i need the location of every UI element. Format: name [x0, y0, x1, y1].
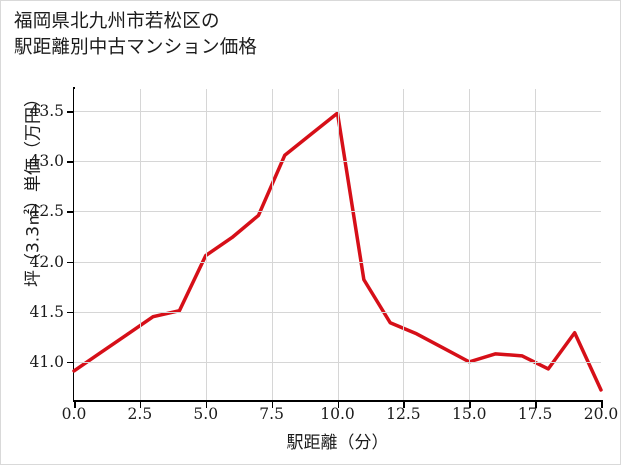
- y-tick-label: 41.5: [29, 302, 64, 321]
- x-tick-label: 5.0: [193, 405, 219, 423]
- y-tick-label: 43.5: [29, 102, 64, 121]
- y-tick-mark: [67, 361, 74, 364]
- y-tick-mark: [67, 311, 74, 314]
- x-tick-mark: [403, 401, 405, 408]
- x-tick-label: 15.0: [451, 405, 487, 423]
- gridline-vertical: [403, 89, 405, 400]
- y-tick-mark: [67, 161, 74, 163]
- chart-title: 福岡県北九州市若松区の 駅距離別中古マンション価格: [14, 11, 258, 59]
- x-tick-mark: [469, 401, 471, 408]
- x-tick-label: 2.5: [127, 405, 153, 423]
- y-tick-mark: [67, 211, 74, 213]
- y-tick-mark: [67, 111, 74, 113]
- y-tick-label: 41.0: [29, 352, 64, 371]
- x-tick-label: 10.0: [320, 405, 355, 423]
- x-tick-label: 0.0: [61, 405, 87, 423]
- y-tick-label: 43.0: [29, 152, 64, 171]
- gridline-vertical: [139, 89, 141, 400]
- gridline-vertical: [469, 89, 471, 400]
- x-tick-mark: [205, 401, 208, 408]
- x-tick-mark: [337, 401, 340, 408]
- x-tick-label: 20.0: [583, 405, 619, 423]
- plot-area: [72, 89, 603, 400]
- gridline-vertical: [337, 89, 339, 400]
- x-tick-label: 17.5: [517, 405, 553, 423]
- x-tick-mark: [271, 401, 274, 408]
- y-tick-label: 42.0: [29, 252, 64, 271]
- x-tick-label: 12.5: [386, 405, 421, 423]
- x-axis-label: 駅距離（分）: [286, 433, 389, 453]
- gridline-vertical: [205, 89, 207, 400]
- x-tick-mark: [74, 401, 76, 408]
- x-tick-mark: [139, 401, 142, 408]
- x-tick-mark: [601, 401, 603, 408]
- x-tick-label: 7.5: [259, 405, 284, 423]
- gridline-vertical: [535, 89, 537, 400]
- x-tick-mark: [535, 401, 537, 408]
- y-tick-mark: [67, 261, 74, 264]
- y-tick-label: 42.5: [29, 202, 64, 221]
- gridline-vertical: [271, 89, 273, 400]
